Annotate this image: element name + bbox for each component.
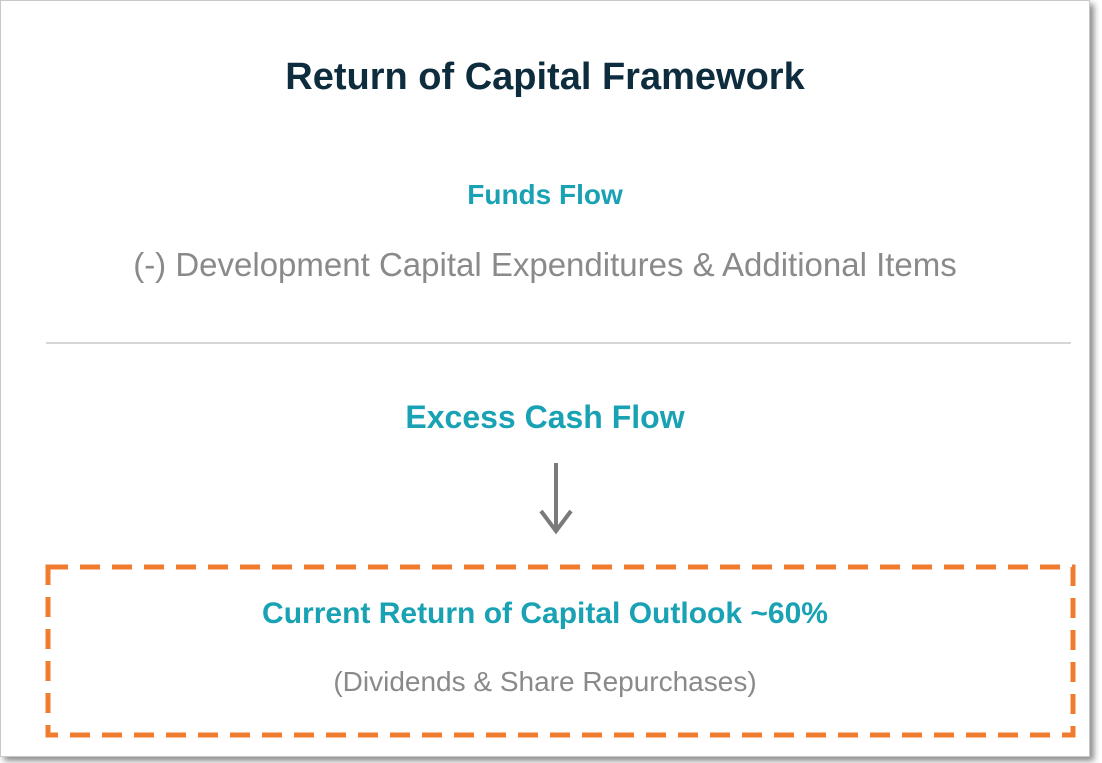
outlook: Current Return of Capital Outlook ~60%: [262, 597, 828, 630]
outlook-box: [45, 564, 1076, 738]
arrow-head: [539, 509, 573, 535]
outlook-detail: (Dividends & Share Repurchases): [333, 666, 757, 697]
decorations: [45, 342, 1076, 738]
funds-flow: Funds Flow: [467, 179, 623, 210]
deduction: (-) Development Capital Expenditures & A…: [133, 246, 957, 283]
title: Return of Capital Framework: [285, 56, 805, 98]
excess-cash-flow: Excess Cash Flow: [405, 399, 685, 435]
